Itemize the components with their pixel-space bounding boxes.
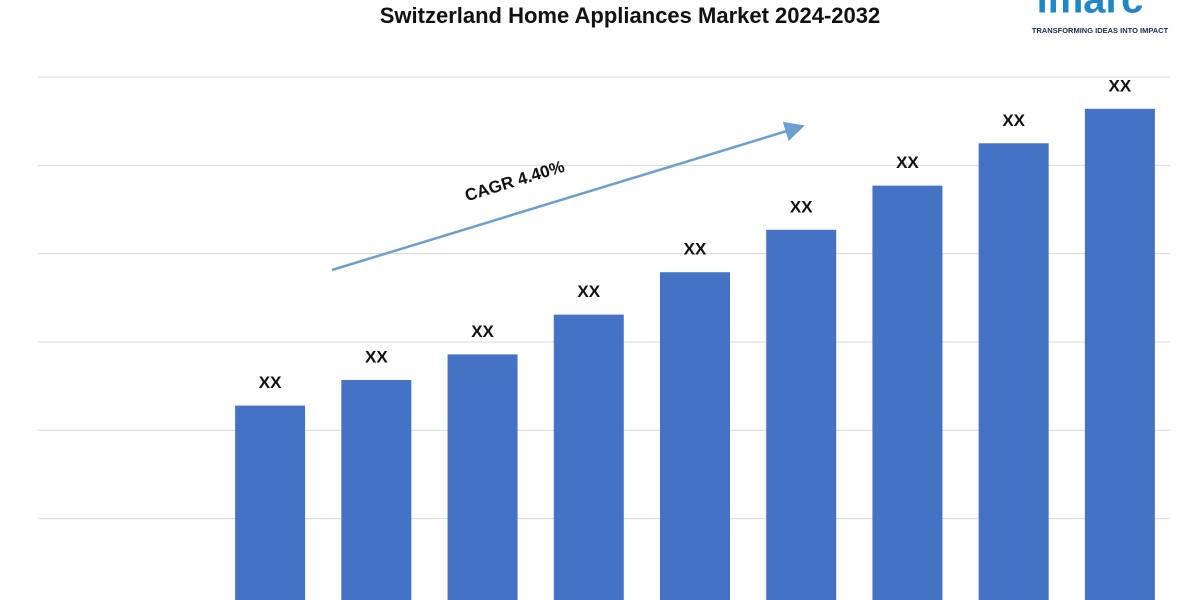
bar	[1084, 108, 1155, 600]
bar	[235, 405, 306, 600]
value-label: XX	[577, 282, 600, 301]
logo-tagline: TRANSFORMING IDEAS INTO IMPACT	[1032, 26, 1169, 35]
bar	[766, 229, 837, 600]
logo: imarc	[1037, 0, 1144, 22]
value-label: XX	[684, 240, 707, 259]
trend-arrow	[331, 121, 805, 272]
bar	[978, 143, 1049, 600]
bar	[660, 272, 730, 600]
value-label: XX	[1002, 111, 1025, 130]
value-label: XX	[471, 322, 494, 341]
value-label: XX	[365, 347, 388, 366]
plot-area: XX XX XX XX XX XX XX XX XX	[38, 76, 1170, 600]
value-label: XX	[1109, 76, 1132, 95]
value-label: XX	[259, 373, 282, 392]
cagr-annotation: CAGR 4.40%	[463, 157, 567, 205]
bar	[341, 379, 412, 600]
bar	[447, 354, 518, 600]
value-label: XX	[896, 153, 919, 172]
chart-title: Switzerland Home Appliances Market 2024-…	[380, 3, 881, 28]
value-label: XX	[790, 197, 813, 216]
bar	[872, 185, 943, 600]
bar	[553, 314, 624, 600]
